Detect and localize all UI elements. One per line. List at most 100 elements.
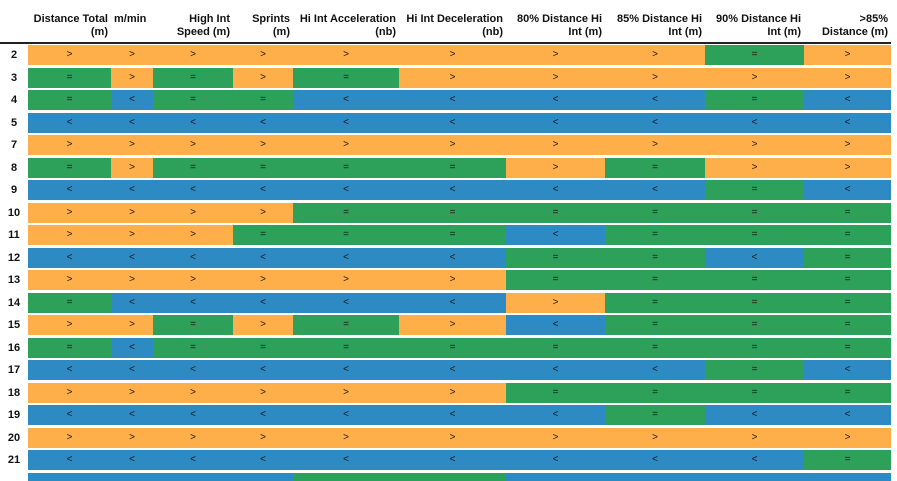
column-header: High Int Speed (m) (176, 13, 230, 38)
table-cell: > (705, 158, 804, 178)
table-cell: < (153, 360, 233, 380)
table-cell: = (153, 158, 233, 178)
table-cell: = (705, 315, 804, 335)
table-cell: = (804, 383, 891, 403)
table-cell: < (399, 90, 506, 110)
table-cell: = (233, 338, 293, 358)
table-cell: < (705, 405, 804, 425)
table-cell: > (153, 45, 233, 65)
table-cell (399, 473, 506, 481)
table-cell: < (28, 180, 111, 200)
table-cell: < (153, 450, 233, 470)
table-cell: > (153, 428, 233, 448)
table-cell: > (111, 135, 153, 155)
table-cell: = (705, 225, 804, 245)
table-cell: > (506, 293, 605, 313)
table-cell: < (804, 405, 891, 425)
table-cell: > (111, 315, 153, 335)
column-header: 90% Distance Hi Int (m) (716, 13, 801, 38)
table-cell: > (233, 203, 293, 223)
table-cell: < (506, 225, 605, 245)
table-cell: = (705, 293, 804, 313)
column-header: Hi Int Acceleration (nb) (299, 13, 396, 38)
table-cell: > (293, 45, 399, 65)
table-cell: = (705, 383, 804, 403)
table-cell (506, 473, 605, 481)
table-cell: > (293, 383, 399, 403)
table-cell: < (506, 405, 605, 425)
table-cell: < (233, 113, 293, 133)
table-cell: < (153, 405, 233, 425)
table-cell: < (506, 450, 605, 470)
row-label: 15 (7, 319, 21, 331)
table-cell: > (399, 68, 506, 88)
table-cell: < (111, 338, 153, 358)
table-cell: = (399, 203, 506, 223)
table-cell: = (804, 338, 891, 358)
table-cell: > (506, 158, 605, 178)
table-cell: > (28, 428, 111, 448)
column-header: Distance Total (m) (33, 13, 108, 38)
table-cell: > (233, 45, 293, 65)
table-cell: > (399, 270, 506, 290)
table-cell: > (506, 428, 605, 448)
table-cell: > (28, 315, 111, 335)
table-cell: = (28, 90, 111, 110)
table-cell: = (28, 68, 111, 88)
table-cell: = (153, 90, 233, 110)
table-cell: = (605, 158, 705, 178)
table-cell: > (233, 68, 293, 88)
table-cell: = (506, 248, 605, 268)
table-cell: < (111, 293, 153, 313)
table-cell: = (804, 248, 891, 268)
table-cell: = (605, 225, 705, 245)
table-cell: > (399, 428, 506, 448)
table-cell: > (28, 203, 111, 223)
table-cell: < (111, 248, 153, 268)
table-cell: > (111, 45, 153, 65)
table-cell: < (293, 405, 399, 425)
table-cell: < (605, 113, 705, 133)
table-cell: = (804, 293, 891, 313)
table-cell: < (506, 360, 605, 380)
table-cell: > (28, 45, 111, 65)
table-cell: < (293, 293, 399, 313)
table-cell: > (111, 270, 153, 290)
row-label: 5 (10, 117, 18, 129)
table-cell: > (605, 45, 705, 65)
table-cell: < (399, 405, 506, 425)
table-cell: = (705, 90, 804, 110)
table-cell: < (605, 450, 705, 470)
table-cell: = (233, 225, 293, 245)
table-cell: < (506, 90, 605, 110)
table-cell (153, 473, 233, 481)
table-cell: < (399, 248, 506, 268)
table-cell: < (111, 405, 153, 425)
table-cell: > (804, 45, 891, 65)
table-cell: < (111, 180, 153, 200)
table-cell: < (293, 113, 399, 133)
table-cell: > (153, 135, 233, 155)
table-cell: = (233, 158, 293, 178)
table-cell: > (111, 203, 153, 223)
table-cell: > (293, 428, 399, 448)
table-cell: = (506, 203, 605, 223)
row-label: 10 (7, 207, 21, 219)
table-cell: < (293, 248, 399, 268)
table-cell: > (605, 135, 705, 155)
table-cell: < (111, 360, 153, 380)
table-cell: < (28, 248, 111, 268)
table-cell (804, 473, 891, 481)
table-cell: > (28, 270, 111, 290)
table-cell: < (233, 293, 293, 313)
row-label: 19 (7, 409, 21, 421)
table-cell: < (804, 90, 891, 110)
table-cell: = (293, 203, 399, 223)
table-cell (28, 473, 111, 481)
row-label: 4 (10, 94, 18, 106)
table-cell: > (153, 203, 233, 223)
row-label: 20 (7, 432, 21, 444)
table-cell: > (705, 428, 804, 448)
table-cell: = (293, 68, 399, 88)
table-cell: < (804, 113, 891, 133)
